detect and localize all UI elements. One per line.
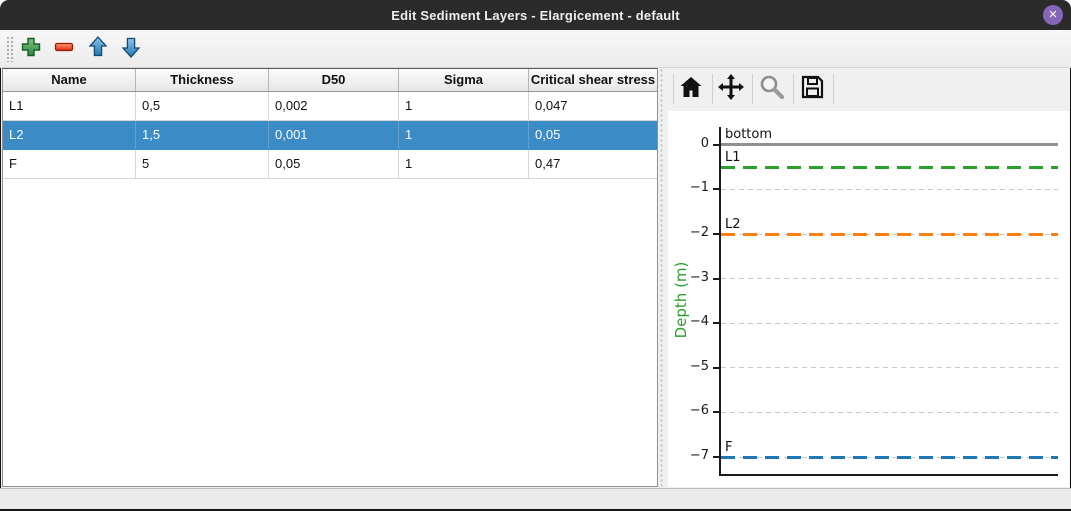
layer-line [721, 165, 1058, 169]
tick-label: −5 [689, 358, 709, 374]
move-up-icon [88, 35, 108, 63]
table-body: L1 0,5 0,002 1 0,047 L2 1,5 0,001 1 0,05… [3, 92, 657, 179]
tick-label: −7 [689, 448, 709, 464]
status-bar [0, 488, 1071, 509]
tick-mark [713, 411, 719, 414]
gridline [721, 367, 1058, 369]
tick-label: −6 [689, 403, 709, 419]
layer-line [721, 143, 1058, 147]
table-cell[interactable]: L1 [3, 92, 136, 121]
layer-line [721, 232, 1058, 236]
table-cell[interactable]: 1 [399, 92, 529, 121]
tick-mark [713, 233, 719, 236]
y-axis-spine [719, 127, 721, 474]
table-cell[interactable]: 0,047 [529, 92, 657, 121]
table-row[interactable]: L2 1,5 0,001 1 0,05 [3, 121, 657, 150]
layer-line [721, 455, 1058, 459]
table-cell[interactable]: 0,5 [136, 92, 269, 121]
plot-pan-button[interactable] [718, 73, 744, 105]
table-cell[interactable]: 0,05 [529, 121, 657, 150]
plot-home-button[interactable] [678, 76, 704, 102]
column-header-thickness[interactable]: Thickness [136, 69, 269, 91]
sediment-layers-table: Name Thickness D50 Sigma Critical shear … [2, 68, 658, 487]
layer-label: F [725, 439, 733, 455]
table-cell[interactable]: 5 [136, 150, 269, 179]
move-down-icon [121, 36, 141, 63]
tick-label: 0 [700, 135, 709, 151]
toolbar-grip-handle[interactable] [6, 36, 15, 62]
edit-toolbar [0, 30, 1071, 68]
tick-mark [713, 322, 719, 325]
layer-label: bottom [725, 127, 773, 143]
panel-splitter[interactable] [660, 68, 663, 487]
column-header-sigma[interactable]: Sigma [399, 69, 529, 91]
tick-mark [713, 366, 719, 369]
table-cell[interactable]: F [3, 150, 136, 179]
toolbar-separator [793, 74, 794, 104]
layer-label: L1 [725, 149, 741, 165]
home-icon [679, 75, 703, 104]
table-cell[interactable]: L2 [3, 121, 136, 150]
add-plus-icon [21, 37, 41, 62]
column-header-name[interactable]: Name [3, 69, 136, 91]
tick-label: −1 [689, 180, 709, 196]
table-cell[interactable]: 1,5 [136, 121, 269, 150]
plot-save-button[interactable] [799, 75, 825, 104]
table-cell[interactable]: 0,47 [529, 150, 657, 179]
toolbar-separator [673, 74, 674, 104]
table-cell[interactable]: 0,05 [269, 150, 399, 179]
table-cell[interactable]: 0,001 [269, 121, 399, 150]
column-header-critical-shear-stress[interactable]: Critical shear stress [530, 72, 656, 87]
toolbar-separator [712, 74, 713, 104]
figure-canvas[interactable]: Depth (m) bottom L1 L2 F 0 −1 −2 −3 −4 −5 −6 −7 [668, 111, 1069, 487]
add-layer-button[interactable] [19, 37, 43, 61]
plot-zoom-button[interactable] [759, 74, 785, 105]
table-cell[interactable]: 1 [399, 121, 529, 150]
gridline [721, 188, 1058, 190]
table-row[interactable]: F 5 0,05 1 0,47 [3, 150, 657, 179]
table-cell[interactable]: 1 [399, 150, 529, 179]
plot-area: bottom L1 L2 F 0 −1 −2 −3 −4 −5 −6 −7 [690, 127, 1058, 476]
gridline [721, 322, 1058, 324]
titlebar[interactable]: Edit Sediment Layers - Elargicement - de… [0, 0, 1071, 30]
tick-mark [713, 277, 719, 280]
tick-label: −3 [689, 269, 709, 285]
toolbar-separator [833, 74, 834, 104]
move-layer-up-button[interactable] [86, 35, 110, 63]
save-icon [800, 75, 824, 104]
column-header-d50[interactable]: D50 [269, 69, 399, 91]
table-cell[interactable]: 0,002 [269, 92, 399, 121]
close-icon[interactable]: ✕ [1043, 5, 1063, 25]
window-border [0, 509, 1071, 511]
table-header-row: Name Thickness D50 Sigma Critical shear … [3, 69, 657, 92]
tick-mark [713, 143, 719, 146]
layer-label: L2 [725, 216, 741, 232]
x-axis-spine [719, 474, 1058, 476]
window-title: Edit Sediment Layers - Elargicement - de… [391, 7, 680, 23]
gridline [721, 411, 1058, 413]
pan-icon [718, 73, 744, 105]
gridline [721, 278, 1058, 280]
move-layer-down-button[interactable] [119, 37, 143, 61]
tick-label: −2 [689, 225, 709, 241]
zoom-icon [759, 74, 785, 105]
tick-mark [713, 456, 719, 459]
remove-minus-icon [54, 37, 74, 62]
tick-mark [713, 188, 719, 191]
table-row[interactable]: L1 0,5 0,002 1 0,047 [3, 92, 657, 121]
toolbar-separator [752, 74, 753, 104]
remove-layer-button[interactable] [52, 37, 76, 61]
tick-label: −4 [689, 314, 709, 330]
